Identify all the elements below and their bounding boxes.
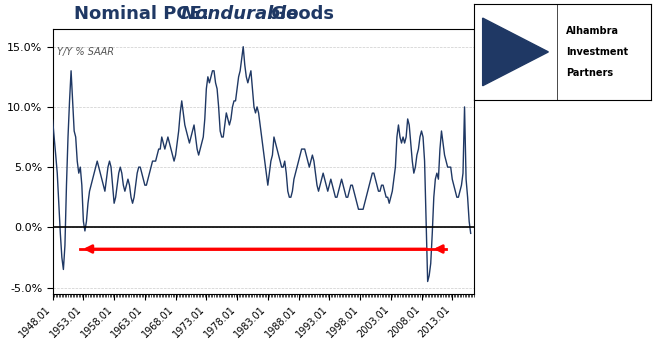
Text: Partners: Partners (566, 68, 613, 78)
Text: Goods: Goods (265, 5, 334, 23)
Text: Nominal PCE:: Nominal PCE: (74, 5, 215, 23)
Text: Y/Y % SAAR: Y/Y % SAAR (57, 47, 114, 57)
Bar (474, 4, 557, 100)
Text: Nondurable: Nondurable (181, 5, 299, 23)
Polygon shape (482, 18, 548, 86)
Text: Investment: Investment (566, 47, 628, 57)
Text: Alhambra: Alhambra (566, 26, 619, 36)
Polygon shape (482, 18, 548, 86)
